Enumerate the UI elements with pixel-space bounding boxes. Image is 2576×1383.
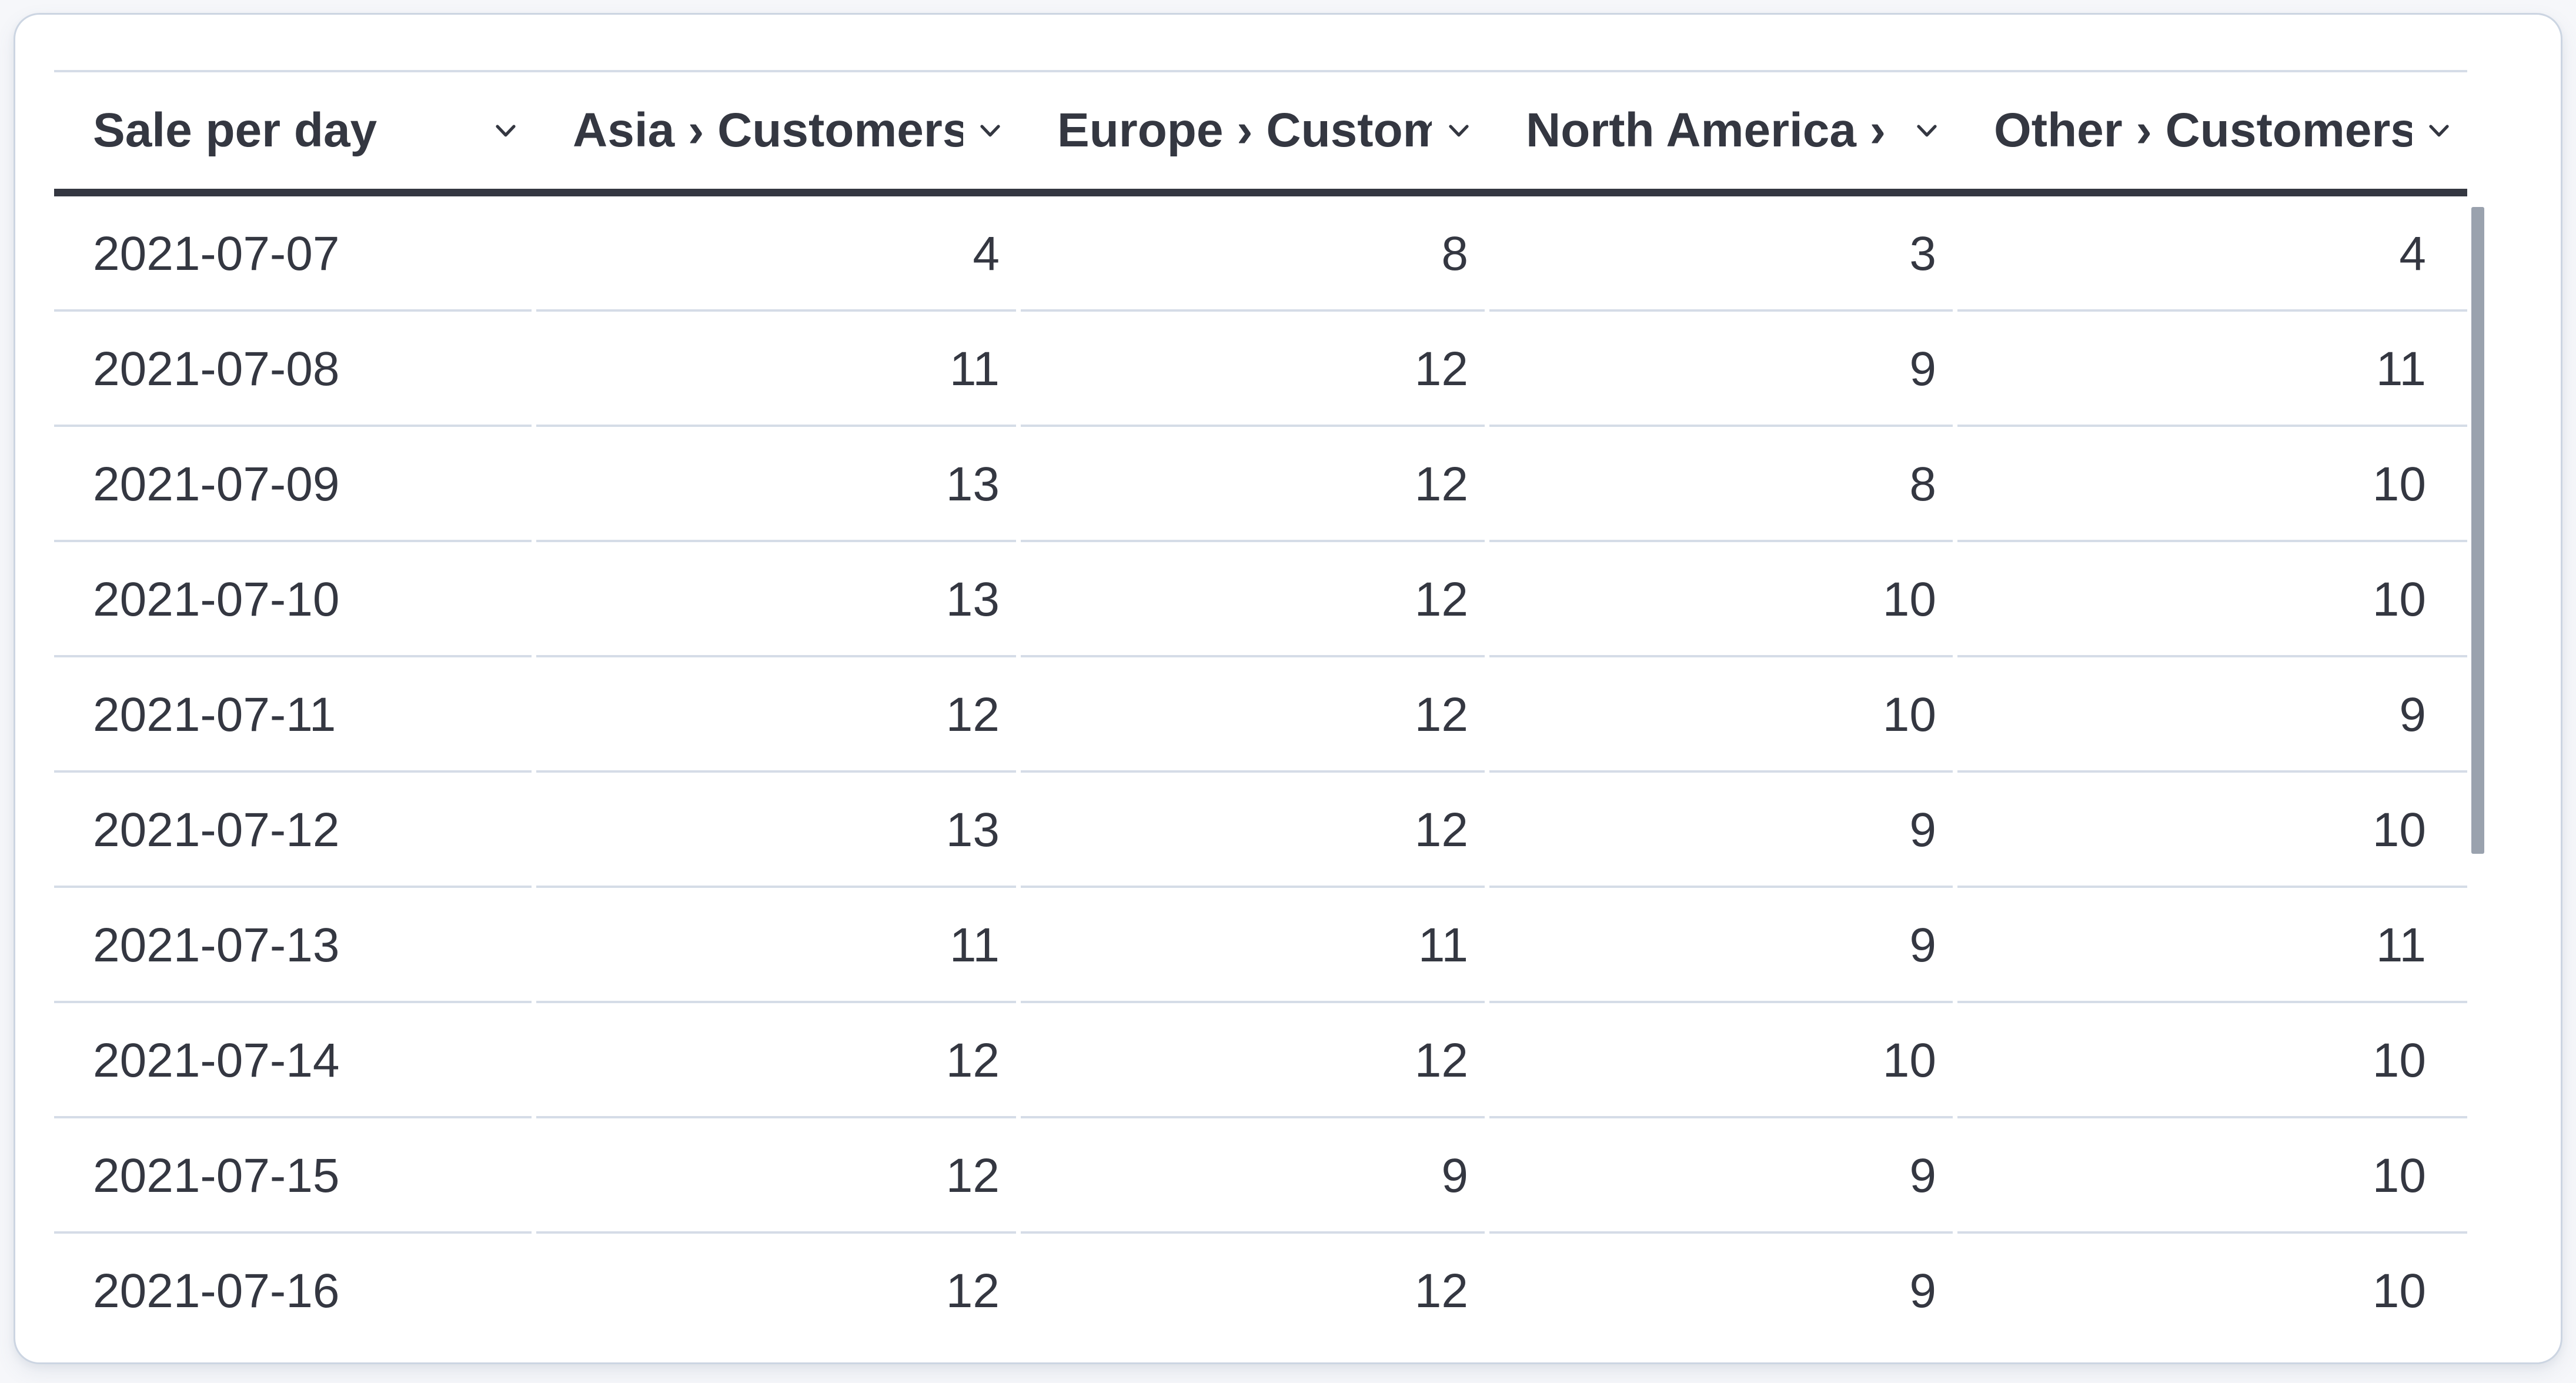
chevron-down-icon[interactable] <box>1900 114 1943 147</box>
chevron-down-icon[interactable] <box>479 114 522 147</box>
table-row: 2021-07-10 13 12 10 10 <box>54 542 2467 657</box>
value-cell[interactable]: 12 <box>1018 773 1487 888</box>
value-cell[interactable]: 12 <box>1018 1234 1487 1346</box>
chevron-down-icon[interactable] <box>1432 114 1475 147</box>
column-header-asia-customers[interactable]: Asia › Customers <box>534 72 1018 189</box>
date-cell[interactable]: 2021-07-08 <box>54 312 534 427</box>
date-cell[interactable]: 2021-07-14 <box>54 1003 534 1118</box>
column-header-label: Europe › Customers <box>1057 103 1432 157</box>
value-cell[interactable]: 11 <box>1955 888 2467 1003</box>
value-cell[interactable]: 9 <box>1487 773 1955 888</box>
value-cell[interactable]: 12 <box>1018 312 1487 427</box>
value-cell[interactable]: 12 <box>534 1003 1018 1118</box>
value-cell[interactable]: 11 <box>534 888 1018 1003</box>
value-cell[interactable]: 12 <box>1018 1003 1487 1118</box>
chevron-down-icon[interactable] <box>963 114 1007 147</box>
column-header-other-customers[interactable]: Other › Customers <box>1955 72 2467 189</box>
value-cell[interactable]: 9 <box>1487 312 1955 427</box>
table-row: 2021-07-07 4 8 3 4 <box>54 196 2467 312</box>
chevron-down-icon[interactable] <box>2412 114 2455 147</box>
value-cell[interactable]: 12 <box>534 657 1018 773</box>
value-cell[interactable]: 8 <box>1487 427 1955 542</box>
value-cell[interactable]: 3 <box>1487 196 1955 312</box>
vertical-scrollbar-thumb[interactable] <box>2471 207 2484 854</box>
value-cell[interactable]: 11 <box>534 312 1018 427</box>
date-cell[interactable]: 2021-07-16 <box>54 1234 534 1346</box>
value-cell[interactable]: 10 <box>1955 1234 2467 1346</box>
value-cell[interactable]: 10 <box>1955 1118 2467 1234</box>
table-row: 2021-07-16 12 12 9 10 <box>54 1234 2467 1346</box>
value-cell[interactable]: 10 <box>1487 1003 1955 1118</box>
column-header-label: Asia › Customers <box>573 103 963 157</box>
column-header-label: Other › Customers <box>1994 103 2412 157</box>
date-cell[interactable]: 2021-07-11 <box>54 657 534 773</box>
date-cell[interactable]: 2021-07-09 <box>54 427 534 542</box>
value-cell[interactable]: 8 <box>1018 196 1487 312</box>
value-cell[interactable]: 12 <box>534 1118 1018 1234</box>
value-cell[interactable]: 11 <box>1018 888 1487 1003</box>
value-cell[interactable]: 4 <box>1955 196 2467 312</box>
data-grid: Sale per day Asia › Customers Europe › Cus… <box>54 70 2467 1346</box>
table-row: 2021-07-12 13 12 9 10 <box>54 773 2467 888</box>
column-header-europe-customers[interactable]: Europe › Customers <box>1018 72 1487 189</box>
value-cell[interactable]: 11 <box>1955 312 2467 427</box>
value-cell[interactable]: 12 <box>1018 657 1487 773</box>
table-row: 2021-07-08 11 12 9 11 <box>54 312 2467 427</box>
value-cell[interactable]: 9 <box>1018 1118 1487 1234</box>
value-cell[interactable]: 9 <box>1487 1234 1955 1346</box>
value-cell[interactable]: 12 <box>534 1234 1018 1346</box>
column-header-sale-per-day[interactable]: Sale per day <box>54 72 534 189</box>
table-row: 2021-07-13 11 11 9 11 <box>54 888 2467 1003</box>
vertical-scrollbar-track[interactable] <box>2471 207 2484 1359</box>
value-cell[interactable]: 10 <box>1487 657 1955 773</box>
value-cell[interactable]: 10 <box>1955 773 2467 888</box>
date-cell[interactable]: 2021-07-10 <box>54 542 534 657</box>
value-cell[interactable]: 10 <box>1955 1003 2467 1118</box>
value-cell[interactable]: 9 <box>1487 1118 1955 1234</box>
value-cell[interactable]: 10 <box>1955 427 2467 542</box>
value-cell[interactable]: 10 <box>1955 542 2467 657</box>
column-header-label: Sale per day <box>93 103 377 157</box>
data-grid-body: 2021-07-07 4 8 3 4 2021-07-08 11 12 9 11 2021-07-0… <box>54 196 2467 1346</box>
data-grid-header-row: Sale per day Asia › Customers Europe › Cus… <box>54 70 2467 196</box>
date-cell[interactable]: 2021-07-07 <box>54 196 534 312</box>
value-cell[interactable]: 10 <box>1487 542 1955 657</box>
value-cell[interactable]: 13 <box>534 773 1018 888</box>
table-row: 2021-07-11 12 12 10 9 <box>54 657 2467 773</box>
table-row: 2021-07-15 12 9 9 10 <box>54 1118 2467 1234</box>
table-row: 2021-07-09 13 12 8 10 <box>54 427 2467 542</box>
data-table-panel: Sale per day Asia › Customers Europe › Cus… <box>14 13 2562 1364</box>
column-header-north-america-customers[interactable]: North America › Customers <box>1487 72 1955 189</box>
date-cell[interactable]: 2021-07-12 <box>54 773 534 888</box>
date-cell[interactable]: 2021-07-13 <box>54 888 534 1003</box>
value-cell[interactable]: 12 <box>1018 542 1487 657</box>
table-row: 2021-07-14 12 12 10 10 <box>54 1003 2467 1118</box>
column-header-label: North America › Customers <box>1526 103 1900 157</box>
value-cell[interactable]: 13 <box>534 427 1018 542</box>
value-cell[interactable]: 9 <box>1955 657 2467 773</box>
value-cell[interactable]: 12 <box>1018 427 1487 542</box>
date-cell[interactable]: 2021-07-15 <box>54 1118 534 1234</box>
value-cell[interactable]: 9 <box>1487 888 1955 1003</box>
value-cell[interactable]: 13 <box>534 542 1018 657</box>
value-cell[interactable]: 4 <box>534 196 1018 312</box>
